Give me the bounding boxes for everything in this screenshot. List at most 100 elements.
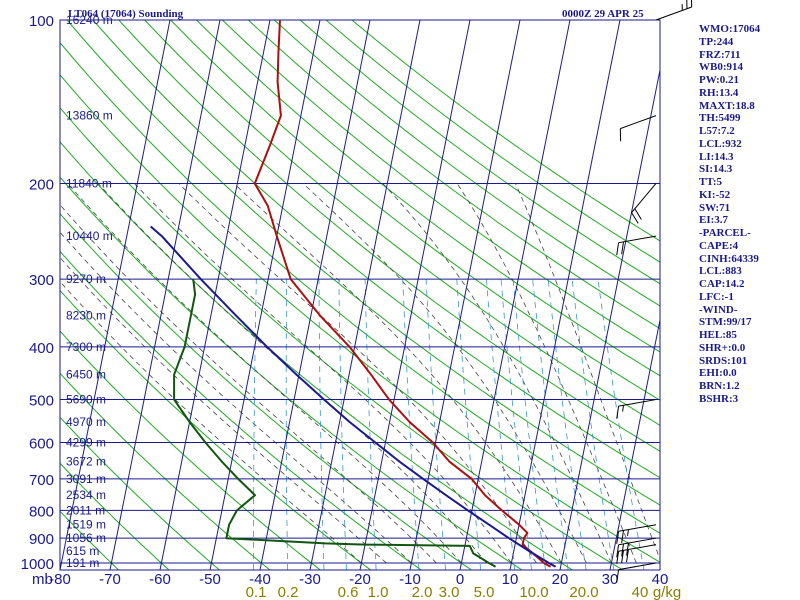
height-label: 4970 m: [66, 415, 106, 429]
pressure-label: 700: [29, 472, 54, 489]
wind-barb: [616, 399, 657, 419]
index-entry: EI:3.7: [699, 214, 729, 227]
height-label: 3672 m: [66, 454, 106, 468]
valid-time: 0000Z 29 APR 25: [562, 8, 644, 20]
mixing-ratio-line: [571, 279, 615, 570]
wind-barb: [616, 537, 657, 558]
isotherm-line: [359, 20, 471, 570]
index-entry: SRDS:101: [699, 354, 748, 367]
height-label: 1519 m: [66, 518, 106, 532]
indices-panel: WMO:17064 TP:244 FRZ:711 WB0:914 PW:0.21 RH:1…: [699, 23, 760, 406]
dry-adiabat-line: [66, 20, 660, 506]
index-entry: SW:71: [699, 201, 731, 214]
temperature-tick-label: -10: [399, 571, 421, 588]
pressure-label: 500: [29, 393, 54, 410]
dry-adiabat-line: [60, 462, 170, 570]
index-entry: SI:14.3: [699, 163, 733, 176]
index-entry: BSHR:3: [699, 392, 739, 405]
temperature-tick-label: -30: [299, 571, 321, 588]
pressure-label: 900: [29, 531, 54, 548]
dry-adiabat-line: [60, 330, 321, 570]
dry-adiabat-line: [144, 20, 660, 426]
height-label: 6450 m: [66, 368, 106, 382]
wind-barb: [631, 183, 657, 224]
height-label: 5690 m: [66, 393, 106, 407]
moist-adiabat-line: [178, 183, 537, 564]
height-label: 9270 m: [66, 272, 106, 286]
isotherm-line: [259, 20, 371, 570]
index-entry: TH:5499: [699, 112, 741, 125]
mixing-ratio-label: 0.6: [338, 584, 359, 600]
mixing-ratio-label: g/kg: [653, 584, 681, 600]
moist-adiabat-line: [60, 280, 362, 564]
moist-adiabat-line: [302, 183, 587, 564]
mixing-ratio-label: 20.0: [569, 584, 598, 600]
isobars: [59, 19, 661, 571]
index-entry: -WIND-: [699, 303, 738, 316]
sounding-traces: [150, 20, 557, 568]
mixing-ratio-line: [500, 279, 532, 570]
parcel-trace: [150, 225, 557, 568]
index-entry: WMO:17064: [699, 23, 761, 35]
temperature-trace: [253, 20, 552, 568]
index-entry: LI:14.3: [699, 150, 734, 163]
height-label: 615 m: [66, 544, 99, 558]
wind-barb: [655, 0, 693, 21]
dewpoint-trace: [173, 278, 497, 568]
index-entry: LCL:883: [699, 265, 742, 278]
mixing-ratio-line: [456, 279, 482, 570]
index-entry: BRN:1.2: [699, 380, 740, 392]
mixing-ratio-line: [364, 279, 377, 570]
mixing-ratio-line: [402, 279, 420, 570]
height-label: 2534 m: [66, 488, 106, 502]
axis-unit-label: mb: [32, 571, 53, 588]
isotherm-line: [109, 20, 221, 570]
isotherm-line: [609, 317, 660, 570]
dry-adiabat-line: [299, 20, 660, 285]
wind-barb: [619, 115, 657, 142]
index-entry: EHI:0.0: [699, 367, 737, 380]
mixing-ratio-line: [547, 279, 587, 570]
mixing-ratio-line: [285, 279, 288, 570]
temperature-tick-label: -60: [149, 571, 171, 588]
dry-adiabat-line: [273, 20, 660, 307]
wind-barb: [616, 524, 657, 544]
index-entry: FRZ:711: [699, 48, 741, 61]
pressure-label: 200: [29, 176, 54, 193]
wind-barbs: [616, 0, 693, 583]
height-label: 8230 m: [66, 308, 106, 322]
isotherms: [60, 20, 660, 570]
index-entry: KI:-52: [699, 188, 731, 201]
mixing-ratio-line: [338, 279, 347, 570]
dry-adiabat-line: [60, 510, 119, 570]
mixing-ratio-label: 3.0: [439, 584, 460, 600]
index-entry: RH:13.4: [699, 86, 739, 99]
index-entry: LCL:932: [699, 137, 742, 150]
mixing-ratio-label: 0.1: [246, 584, 267, 600]
height-label: 11840 m: [66, 176, 112, 190]
pressure-label: 800: [29, 503, 54, 520]
index-entry: PW:0.21: [699, 74, 740, 86]
mixing-ratio-line: [597, 279, 645, 570]
height-label: 1056 m: [66, 531, 106, 545]
temperature-tick-label: 30: [602, 571, 619, 588]
index-entry: MAXT:18.8: [699, 99, 755, 112]
isotherm-line: [509, 20, 621, 570]
mixing-ratio-label: 40: [632, 584, 649, 600]
height-label: 16240 m: [66, 13, 113, 27]
dry-adiabat-line: [60, 141, 573, 570]
mixing-ratio-line: [512, 279, 546, 570]
mixing-ratio-line: [318, 279, 325, 570]
height-label: 191 m: [66, 556, 99, 570]
index-entry: HEL:85: [699, 329, 737, 341]
mixing-ratio-line: [532, 279, 569, 570]
temperature-tick-label: 20: [552, 571, 569, 588]
mixing-ratio-label: 5.0: [474, 584, 495, 600]
moist-adiabat-line: [67, 183, 462, 564]
mixing-ratio-line: [425, 279, 446, 570]
temperature-tick-label: 40: [652, 571, 669, 588]
dry-adiabat-line: [60, 107, 624, 570]
temperature-tick-label: 0: [456, 571, 464, 588]
index-entry: STM:99/17: [699, 316, 752, 329]
isotherm-line: [559, 67, 660, 570]
